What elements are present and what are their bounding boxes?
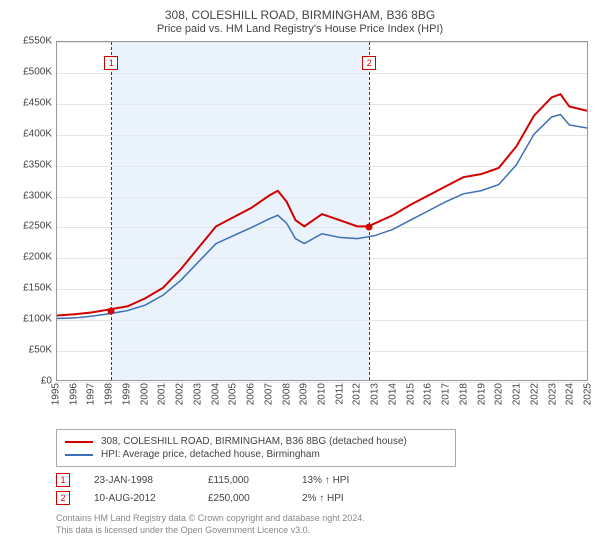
event-marker-box: 1 — [104, 56, 118, 70]
x-tick-label: 2021 — [512, 383, 523, 405]
y-tick-label: £300K — [12, 190, 52, 201]
x-tick-label: 2012 — [352, 383, 363, 405]
event-vline — [369, 42, 370, 380]
footer-line: This data is licensed under the Open Gov… — [56, 525, 588, 537]
x-tick-label: 2000 — [139, 383, 150, 405]
x-tick-label: 2023 — [547, 383, 558, 405]
event-marker-box: 2 — [362, 56, 376, 70]
chart-area: £0 £50K £100K £150K £200K £250K £300K £350K £400… — [12, 41, 588, 401]
x-tick-label: 2008 — [281, 383, 292, 405]
x-tick-label: 2016 — [423, 383, 434, 405]
footer: Contains HM Land Registry data © Crown c… — [56, 513, 588, 536]
event-price: £250,000 — [208, 493, 278, 504]
event-date: 10-AUG-2012 — [94, 493, 184, 504]
chart-title: 308, COLESHILL ROAD, BIRMINGHAM, B36 8BG — [12, 8, 588, 22]
legend-label: HPI: Average price, detached house, Birm… — [101, 449, 320, 460]
x-tick-label: 2002 — [175, 383, 186, 405]
x-tick-label: 2020 — [494, 383, 505, 405]
event-index-box: 1 — [56, 473, 70, 487]
legend: 308, COLESHILL ROAD, BIRMINGHAM, B36 8BG… — [56, 429, 456, 467]
y-tick-label: £250K — [12, 221, 52, 232]
x-tick-label: 2009 — [299, 383, 310, 405]
x-tick-label: 1995 — [51, 383, 62, 405]
x-tick-label: 1997 — [86, 383, 97, 405]
y-tick-label: £50K — [12, 345, 52, 356]
event-dot-icon — [366, 224, 373, 231]
x-tick-label: 2004 — [210, 383, 221, 405]
x-tick-label: 2013 — [370, 383, 381, 405]
y-tick-label: £400K — [12, 128, 52, 139]
x-tick-label: 1999 — [121, 383, 132, 405]
x-tick-label: 2024 — [565, 383, 576, 405]
y-tick-label: £350K — [12, 159, 52, 170]
event-index: 2 — [60, 493, 65, 503]
series-line — [57, 94, 587, 315]
event-row: 2 10-AUG-2012 £250,000 2% ↑ HPI — [56, 491, 588, 505]
event-dot-icon — [108, 307, 115, 314]
x-tick-label: 2015 — [405, 383, 416, 405]
y-axis: £0£50K£100K£150K£200K£250K£300K£350K£400… — [12, 41, 56, 381]
legend-line-icon — [65, 441, 93, 443]
y-tick-label: £0 — [12, 376, 52, 387]
event-index: 1 — [60, 475, 65, 485]
chart-subtitle: Price paid vs. HM Land Registry's House … — [12, 23, 588, 35]
x-tick-label: 1998 — [104, 383, 115, 405]
x-tick-label: 2007 — [263, 383, 274, 405]
x-axis: 1995199619971998199920002001200220032004… — [56, 381, 588, 401]
x-tick-label: 2003 — [192, 383, 203, 405]
y-tick-label: £200K — [12, 252, 52, 263]
series-line — [57, 115, 587, 319]
event-row: 1 23-JAN-1998 £115,000 13% ↑ HPI — [56, 473, 588, 487]
legend-line-icon — [65, 454, 93, 456]
chart-svg — [57, 42, 587, 380]
x-tick-label: 2019 — [476, 383, 487, 405]
event-index-box: 2 — [56, 491, 70, 505]
x-tick-label: 2005 — [228, 383, 239, 405]
y-tick-label: £550K — [12, 36, 52, 47]
x-tick-label: 2014 — [387, 383, 398, 405]
event-vline — [111, 42, 112, 380]
y-tick-label: £100K — [12, 314, 52, 325]
chart-container: 308, COLESHILL ROAD, BIRMINGHAM, B36 8BG… — [0, 0, 600, 560]
legend-row: 308, COLESHILL ROAD, BIRMINGHAM, B36 8BG… — [65, 436, 447, 447]
event-pct: 13% ↑ HPI — [302, 475, 349, 486]
event-date: 23-JAN-1998 — [94, 475, 184, 486]
y-tick-label: £150K — [12, 283, 52, 294]
x-tick-label: 2022 — [529, 383, 540, 405]
x-tick-label: 2017 — [441, 383, 452, 405]
x-tick-label: 2025 — [583, 383, 594, 405]
event-pct: 2% ↑ HPI — [302, 493, 344, 504]
x-tick-label: 2006 — [246, 383, 257, 405]
y-tick-label: £500K — [12, 66, 52, 77]
plot-area: 12 — [56, 41, 588, 381]
legend-label: 308, COLESHILL ROAD, BIRMINGHAM, B36 8BG… — [101, 436, 407, 447]
event-price: £115,000 — [208, 475, 278, 486]
x-tick-label: 2001 — [157, 383, 168, 405]
footer-line: Contains HM Land Registry data © Crown c… — [56, 513, 588, 525]
x-tick-label: 2010 — [317, 383, 328, 405]
legend-row: HPI: Average price, detached house, Birm… — [65, 449, 447, 460]
events-table: 1 23-JAN-1998 £115,000 13% ↑ HPI 2 10-AU… — [56, 473, 588, 505]
x-tick-label: 2011 — [334, 383, 345, 405]
x-tick-label: 2018 — [458, 383, 469, 405]
x-tick-label: 1996 — [68, 383, 79, 405]
y-tick-label: £450K — [12, 97, 52, 108]
